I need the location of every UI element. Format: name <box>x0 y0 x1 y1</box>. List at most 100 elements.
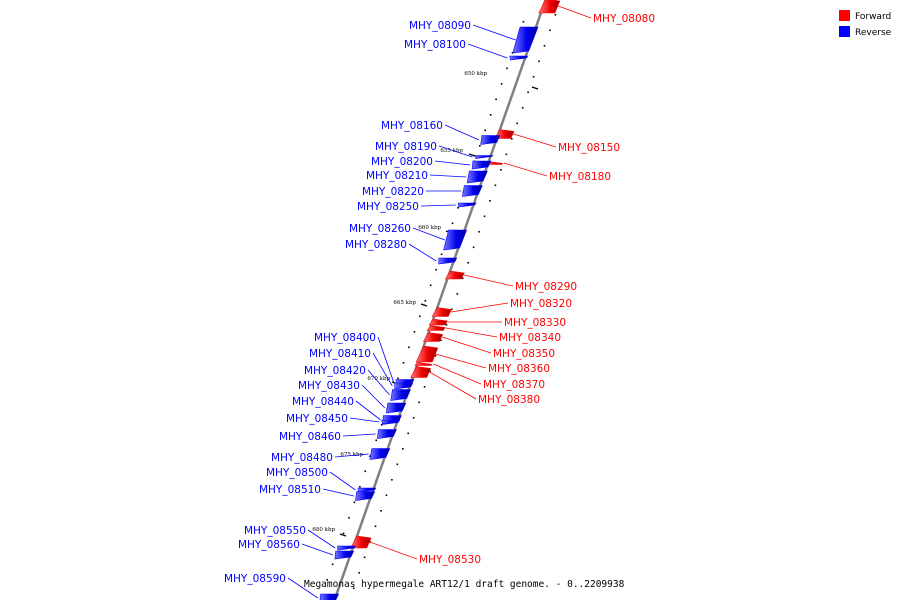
gene-feature-mhy-08510[interactable] <box>355 491 376 501</box>
gene-label-mhy-08350[interactable]: MHY_08350 <box>493 348 555 360</box>
position-dot <box>472 246 475 249</box>
gene-feature-mhy-08380[interactable] <box>410 366 432 378</box>
gene-label-mhy-08200[interactable]: MHY_08200 <box>371 156 433 168</box>
gene-leader-line <box>408 243 437 262</box>
gene-feature-mhy-08360[interactable] <box>415 345 439 363</box>
gene-feature-mhy-08160[interactable] <box>480 135 501 145</box>
gene-label-mhy-08360[interactable]: MHY_08360 <box>488 363 550 375</box>
gene-label-mhy-08330[interactable]: MHY_08330 <box>504 317 566 329</box>
position-dot <box>554 14 557 16</box>
gene-label-mhy-08080[interactable]: MHY_08080 <box>593 13 655 25</box>
gene-features <box>319 0 561 600</box>
position-dot <box>506 67 508 70</box>
scale-tick-mark <box>339 533 347 537</box>
gene-leader-line <box>433 363 482 385</box>
gene-label-mhy-08500[interactable]: MHY_08500 <box>266 467 328 479</box>
position-dot <box>353 501 356 504</box>
gene-feature-mhy-08420[interactable] <box>390 389 411 401</box>
gene-leader-line <box>513 133 557 148</box>
position-dot <box>457 207 459 209</box>
gene-label-mhy-08320[interactable]: MHY_08320 <box>510 298 572 310</box>
position-dot <box>380 510 382 512</box>
gene-feature-mhy-08090[interactable] <box>512 26 539 54</box>
gene-label-mhy-08260[interactable]: MHY_08260 <box>349 223 411 235</box>
gene-feature-mhy-08450[interactable] <box>381 420 401 424</box>
gene-leader-line <box>355 400 381 421</box>
gene-feature-mhy-08260[interactable] <box>443 229 468 251</box>
position-dot <box>549 29 551 32</box>
gene-feature-mhy-08560[interactable] <box>334 550 355 560</box>
gene-label-mhy-08250[interactable]: MHY_08250 <box>357 201 419 213</box>
gene-feature-mhy-08550[interactable] <box>337 545 357 551</box>
gene-label-mhy-08530[interactable]: MHY_08530 <box>419 554 481 566</box>
gene-label-mhy-08190[interactable]: MHY_08190 <box>375 141 437 153</box>
gene-leader-line <box>377 336 394 383</box>
gene-label-mhy-08510[interactable]: MHY_08510 <box>259 484 321 496</box>
position-dot <box>342 532 345 535</box>
gene-feature-mhy-08370[interactable] <box>414 362 433 366</box>
gene-feature-mhy-08190[interactable] <box>474 155 494 159</box>
gene-label-mhy-08480[interactable]: MHY_08480 <box>271 452 333 464</box>
gene-feature-mhy-08100[interactable] <box>509 55 529 61</box>
gene-feature-mhy-08290[interactable] <box>444 270 465 280</box>
gene-label-mhy-08220[interactable]: MHY_08220 <box>362 186 424 198</box>
gene-feature-mhy-08460[interactable] <box>376 429 397 439</box>
gene-feature-mhy-08200[interactable] <box>471 160 492 170</box>
gene-label-mhy-08290[interactable]: MHY_08290 <box>515 281 577 293</box>
scale-tick-label: 670 kbp <box>367 376 390 382</box>
gene-label-mhy-08380[interactable]: MHY_08380 <box>478 394 540 406</box>
position-dot <box>412 417 415 419</box>
position-dot <box>423 386 426 388</box>
gene-feature-mhy-08080[interactable] <box>538 0 561 14</box>
position-dot <box>478 231 480 233</box>
gene-leader-line <box>434 160 471 166</box>
gene-label-mhy-08100[interactable]: MHY_08100 <box>404 39 466 51</box>
gene-feature-mhy-08480[interactable] <box>369 448 391 460</box>
position-dot <box>532 76 535 78</box>
gene-label-mhy-08410[interactable]: MHY_08410 <box>309 348 371 360</box>
gene-feature-mhy-08500[interactable] <box>357 487 377 493</box>
gene-label-mhy-08550[interactable]: MHY_08550 <box>244 525 306 537</box>
gene-label-mhy-08590[interactable]: MHY_08590 <box>224 573 286 585</box>
gene-feature-mhy-08430[interactable] <box>385 402 407 414</box>
position-dot <box>440 253 443 256</box>
gene-feature-mhy-08350[interactable] <box>422 332 444 342</box>
position-dot <box>331 563 334 566</box>
position-dot <box>418 401 420 404</box>
gene-label-mhy-08400[interactable]: MHY_08400 <box>314 332 376 344</box>
position-dot <box>495 98 497 101</box>
gene-label-mhy-08210[interactable]: MHY_08210 <box>366 170 428 182</box>
position-dot <box>484 129 486 132</box>
gene-feature-mhy-08280[interactable] <box>438 257 458 265</box>
gene-feature-mhy-08220[interactable] <box>462 185 483 197</box>
gene-feature-mhy-08210[interactable] <box>466 170 488 184</box>
gene-feature-mhy-08320[interactable] <box>431 307 452 317</box>
gene-feature-mhy-08590[interactable] <box>319 593 340 600</box>
position-dot <box>429 284 432 287</box>
gene-feature-mhy-08250[interactable] <box>457 202 477 208</box>
gene-label-mhy-08450[interactable]: MHY_08450 <box>286 413 348 425</box>
gene-label-mhy-08430[interactable]: MHY_08430 <box>298 380 360 392</box>
gene-label-mhy-08440[interactable]: MHY_08440 <box>292 396 354 408</box>
gene-feature-mhy-08330[interactable] <box>428 318 448 326</box>
gene-label-mhy-08420[interactable]: MHY_08420 <box>304 365 366 377</box>
gene-feature-mhy-08410[interactable] <box>394 382 414 390</box>
gene-label-mhy-08150[interactable]: MHY_08150 <box>558 142 620 154</box>
gene-label-mhy-08180[interactable]: MHY_08180 <box>549 171 611 183</box>
gene-leader-line <box>369 541 418 560</box>
gene-feature-mhy-08340[interactable] <box>426 325 446 331</box>
gene-label-mhy-08280[interactable]: MHY_08280 <box>345 239 407 251</box>
position-dot <box>489 200 491 202</box>
gene-label-mhy-08560[interactable]: MHY_08560 <box>238 539 300 551</box>
gene-leader-line <box>301 543 334 556</box>
position-dot <box>397 377 399 380</box>
gene-label-mhy-08340[interactable]: MHY_08340 <box>499 332 561 344</box>
position-dot <box>440 339 442 342</box>
position-dot <box>413 331 416 333</box>
gene-label-mhy-08460[interactable]: MHY_08460 <box>279 431 341 443</box>
gene-label-mhy-08160[interactable]: MHY_08160 <box>381 120 443 132</box>
gene-label-mhy-08370[interactable]: MHY_08370 <box>483 379 545 391</box>
gene-label-mhy-08090[interactable]: MHY_08090 <box>409 20 471 32</box>
gene-feature-mhy-08530[interactable] <box>350 535 372 549</box>
